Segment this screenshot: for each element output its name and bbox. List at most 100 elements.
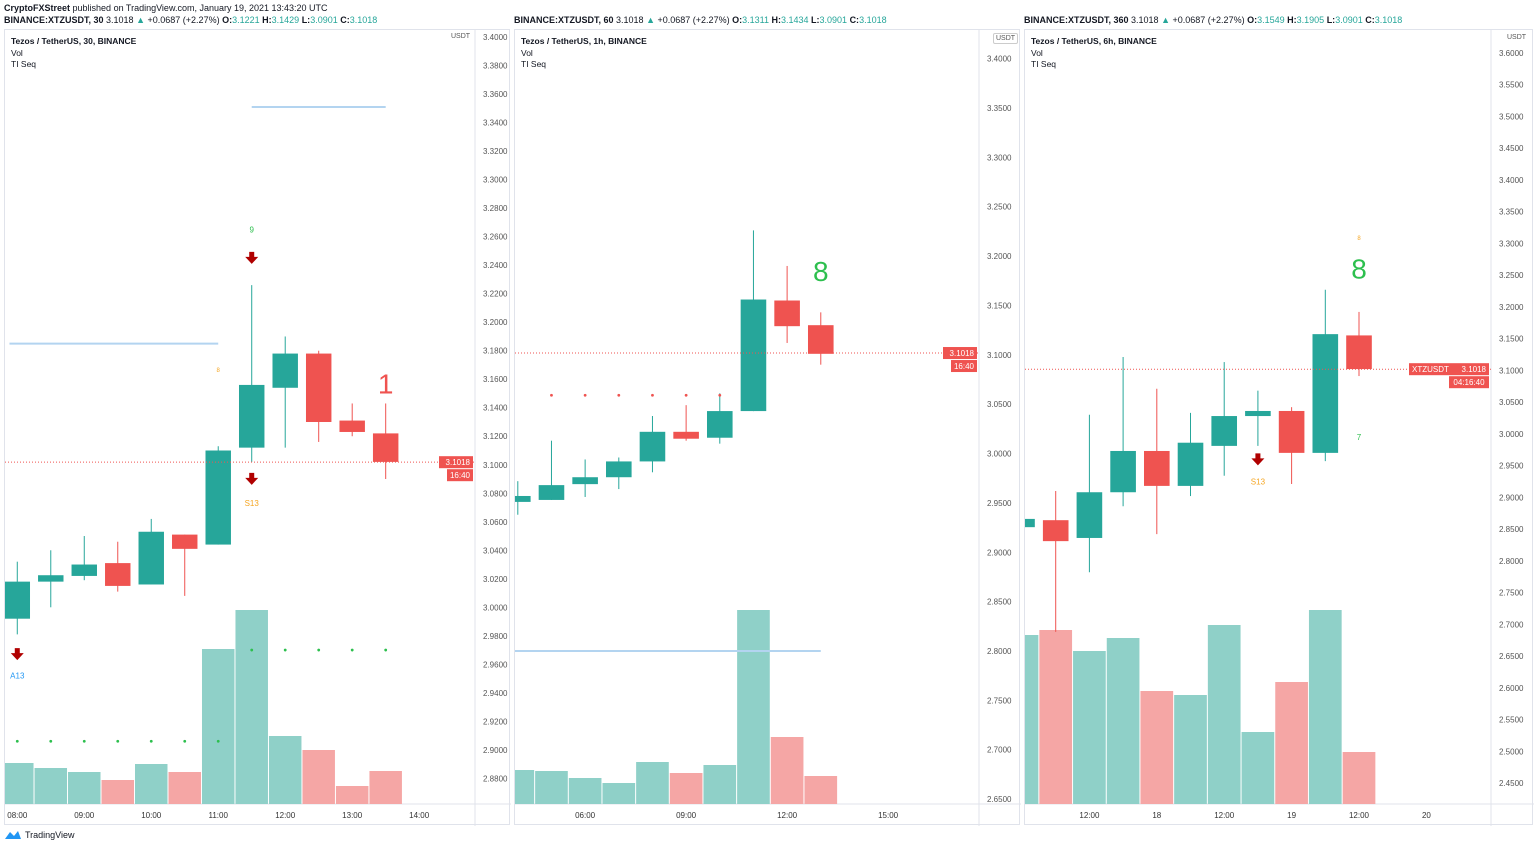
open-key: O: — [222, 15, 233, 25]
chart-panel-1[interactable]: 9 8 S13 1 A13 3.4000 3.3800 3.3600 3.3400 3.3200 3… — [4, 29, 511, 826]
price-tick-label: 3.0600 — [483, 518, 508, 527]
volume-bar — [168, 772, 201, 804]
time-tick-label: 15:00 — [878, 811, 899, 820]
price-tick-label: 3.6000 — [1499, 49, 1524, 58]
high-key: H: — [262, 15, 272, 25]
price-tick-label: 3.2500 — [1499, 271, 1524, 280]
price-tick-label: 3.3000 — [1499, 239, 1524, 248]
chart-panel-2[interactable]: 8 3.4000 3.3500 3.3000 3.2500 3.2000 3.1500 3.1… — [514, 29, 1021, 826]
volume-bar — [602, 783, 636, 804]
volume-bar — [1174, 695, 1207, 804]
chart-title[interactable]: Tezos / TetherUS, 6h, BINANCE — [1031, 36, 1157, 46]
price-tick-label: 2.5500 — [1499, 716, 1524, 725]
candle-body — [1025, 518, 1035, 528]
close-key: C: — [1365, 15, 1375, 25]
symbol[interactable]: BINANCE:XTZUSDT, 60 — [514, 15, 614, 25]
candle-body — [1110, 450, 1136, 493]
candle-body — [305, 353, 332, 422]
indicator-label[interactable]: TI Seq — [1031, 59, 1057, 69]
indicator-label[interactable]: TI Seq — [521, 59, 547, 69]
candle-body — [1245, 410, 1271, 417]
candle-body — [1143, 450, 1170, 486]
seq-dot — [350, 648, 354, 652]
price-tick-label: 2.9500 — [987, 499, 1012, 508]
high-value: 3.1905 — [1296, 15, 1325, 25]
last-price-tag: 3.1018 — [446, 458, 471, 467]
currency-label[interactable]: USDT — [1507, 34, 1527, 41]
chart-legend: Tezos / TetherUS, 30, BINANCE Vol TI Seq — [11, 36, 136, 71]
price-tick-label: 3.5500 — [1499, 81, 1524, 90]
countdown-bg — [951, 360, 977, 373]
close-key: C: — [849, 15, 860, 25]
price-tick-label: 2.9800 — [483, 632, 508, 641]
indicator-label[interactable]: Vol — [521, 47, 533, 58]
indicator-label[interactable]: Vol — [11, 47, 23, 58]
high-key: H: — [1287, 15, 1297, 25]
time-tick-label: 12:00 — [1214, 811, 1235, 820]
seq-count-label: 8 — [1351, 253, 1367, 284]
chart-title[interactable]: Tezos / TetherUS, 1h, BINANCE — [521, 36, 647, 46]
low-key: L: — [301, 15, 311, 25]
volume-bar — [1308, 610, 1342, 804]
close-value: 3.1018 — [349, 15, 378, 25]
price-tick-label: 3.0400 — [483, 546, 508, 555]
currency-label[interactable]: USDT — [993, 33, 1019, 44]
price-tick-label: 3.0000 — [987, 450, 1012, 459]
time-tick-label: 18 — [1152, 811, 1161, 820]
price-tick-label: 2.7000 — [987, 746, 1012, 755]
price-tick-label: 3.3000 — [987, 153, 1012, 162]
price-tick-label: 2.8000 — [987, 647, 1012, 656]
candle-body — [138, 531, 164, 585]
price-tick-label: 3.4000 — [1499, 176, 1524, 185]
time-tick-label: 06:00 — [575, 811, 596, 820]
countdown-bg — [447, 469, 473, 482]
price-tick-label: 3.3600 — [483, 90, 508, 99]
seq-count-label: 8 — [217, 368, 221, 374]
indicator-label[interactable]: TI Seq — [11, 59, 37, 69]
currency-label[interactable]: USDT — [451, 33, 471, 40]
candle-body — [639, 431, 666, 462]
price-tick-label: 2.9500 — [1499, 462, 1524, 471]
change: +0.0687 (+2.27%) — [657, 15, 730, 25]
indicator-label[interactable]: Vol — [1031, 47, 1043, 58]
last-price: 3.1018 — [1131, 15, 1159, 25]
seq-count-label: 9 — [249, 225, 254, 234]
symbol-header: BINANCE:XTZUSDT, 360 3.1018 ▲ +0.0687 (+… — [1024, 15, 1402, 25]
time-tick-label: 10:00 — [141, 811, 162, 820]
chart-canvas: 8 8 7 S13 3.6000 3.5500 3.5000 3.4500 3.4000 3.35… — [1025, 30, 1534, 826]
seq-dot — [651, 393, 654, 397]
chart-canvas: 8 3.4000 3.3500 3.3000 3.2500 3.2000 3.1500 3.1… — [515, 30, 1021, 826]
price-tick-label: 3.1500 — [987, 301, 1012, 310]
candle-body — [339, 420, 365, 432]
candles: 8 8 7 S13 — [1025, 236, 1491, 804]
time-tick-label: 12:00 — [275, 811, 296, 820]
seq-count-label: 1 — [378, 368, 394, 399]
candle-body — [606, 461, 632, 478]
time-tick-label: 20 — [1422, 811, 1431, 820]
chart-panel-3[interactable]: 8 8 7 S13 3.6000 3.5500 3.5000 3.4500 3.4000 3.35… — [1024, 29, 1534, 826]
seq-count-label: A13 — [10, 672, 25, 681]
price-tick-label: 3.1400 — [483, 404, 508, 413]
seq-dot — [718, 393, 722, 397]
price-tick-label: 2.9600 — [483, 660, 508, 669]
price-tick-label: 3.0200 — [483, 575, 508, 584]
symbol-header: BINANCE:XTZUSDT, 30 3.1018 ▲ +0.0687 (+2… — [4, 15, 377, 25]
symbol[interactable]: BINANCE:XTZUSDT, 360 — [1024, 15, 1129, 25]
high-key: H: — [771, 15, 781, 25]
candle-body — [1076, 492, 1103, 538]
volume-bar — [1073, 651, 1106, 804]
chart-title[interactable]: Tezos / TetherUS, 30, BINANCE — [11, 36, 137, 46]
price-tick-label: 2.6500 — [987, 795, 1012, 804]
symbol[interactable]: BINANCE:XTZUSDT, 30 — [4, 15, 104, 25]
countdown-label: 04:16:40 — [1453, 378, 1485, 387]
price-tick-label: 3.1600 — [483, 375, 508, 384]
countdown-label: 16:40 — [954, 362, 975, 371]
volume-bar — [737, 610, 770, 804]
tradingview-logo[interactable]: TradingView — [4, 829, 75, 840]
volume-bar — [669, 773, 703, 804]
price-tick-label: 2.5000 — [1499, 747, 1524, 756]
volume-bar — [1106, 638, 1140, 804]
time-tick-label: 13:00 — [342, 811, 363, 820]
volume-bar — [302, 750, 335, 804]
sell-arrow-icon — [10, 648, 24, 661]
